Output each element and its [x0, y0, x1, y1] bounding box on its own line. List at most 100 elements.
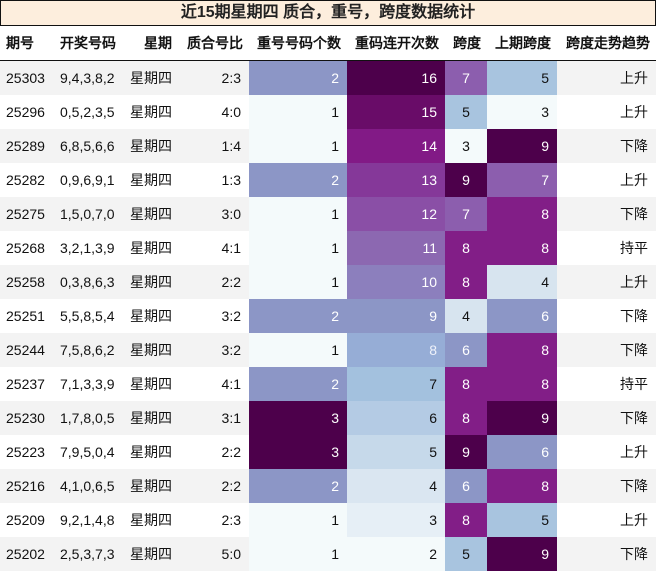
repeat-streak-cell: 11 — [347, 231, 445, 265]
table-row: 25282 0,9,6,9,1 星期四 1:3 2 13 9 7 上升 — [0, 163, 656, 197]
repeat-streak-cell: 12 — [347, 197, 445, 231]
ratio-cell: 3:2 — [178, 333, 249, 367]
repeat-count-cell: 1 — [249, 197, 347, 231]
repeat-count-cell: 2 — [249, 367, 347, 401]
repeat-streak-cell: 13 — [347, 163, 445, 197]
ratio-cell: 3:2 — [178, 299, 249, 333]
table-row: 25268 3,2,1,3,9 星期四 4:1 1 11 8 8 持平 — [0, 231, 656, 265]
numbers-cell: 0,9,6,9,1 — [54, 163, 124, 197]
table-title: 近15期星期四 质合，重号，跨度数据统计 — [0, 0, 656, 26]
trend-cell: 下降 — [557, 197, 656, 231]
weekday-cell: 星期四 — [124, 129, 178, 163]
span-cell: 4 — [445, 299, 487, 333]
col-header-prev-span: 上期跨度 — [487, 26, 557, 61]
ratio-cell: 1:4 — [178, 129, 249, 163]
weekday-cell: 星期四 — [124, 367, 178, 401]
trend-cell: 上升 — [557, 95, 656, 129]
repeat-streak-cell: 2 — [347, 537, 445, 571]
repeat-streak-cell: 4 — [347, 469, 445, 503]
trend-cell: 下降 — [557, 401, 656, 435]
repeat-streak-cell: 3 — [347, 503, 445, 537]
weekday-cell: 星期四 — [124, 197, 178, 231]
prev-span-cell: 9 — [487, 401, 557, 435]
table-row: 25216 4,1,0,6,5 星期四 2:2 2 4 6 8 下降 — [0, 469, 656, 503]
trend-cell: 下降 — [557, 129, 656, 163]
issue-cell: 25296 — [0, 95, 54, 129]
trend-cell: 上升 — [557, 163, 656, 197]
numbers-cell: 9,2,1,4,8 — [54, 503, 124, 537]
trend-cell: 上升 — [557, 60, 656, 95]
span-cell: 9 — [445, 163, 487, 197]
trend-cell: 持平 — [557, 231, 656, 265]
prev-span-cell: 9 — [487, 537, 557, 571]
prev-span-cell: 8 — [487, 197, 557, 231]
repeat-count-cell: 1 — [249, 129, 347, 163]
span-cell: 8 — [445, 265, 487, 299]
table-row: 25289 6,8,5,6,6 星期四 1:4 1 14 3 9 下降 — [0, 129, 656, 163]
numbers-cell: 9,4,3,8,2 — [54, 60, 124, 95]
table-row: 25244 7,5,8,6,2 星期四 3:2 1 8 6 8 下降 — [0, 333, 656, 367]
span-cell: 8 — [445, 401, 487, 435]
ratio-cell: 2:2 — [178, 265, 249, 299]
weekday-cell: 星期四 — [124, 503, 178, 537]
numbers-cell: 0,3,8,6,3 — [54, 265, 124, 299]
repeat-count-cell: 3 — [249, 401, 347, 435]
issue-cell: 25268 — [0, 231, 54, 265]
col-header-repeat-streak: 重码连开次数 — [347, 26, 445, 61]
repeat-streak-cell: 9 — [347, 299, 445, 333]
numbers-cell: 7,9,5,0,4 — [54, 435, 124, 469]
col-header-ratio: 质合号比 — [178, 26, 249, 61]
span-cell: 8 — [445, 503, 487, 537]
repeat-count-cell: 2 — [249, 299, 347, 333]
prev-span-cell: 7 — [487, 163, 557, 197]
prev-span-cell: 8 — [487, 367, 557, 401]
numbers-cell: 3,2,1,3,9 — [54, 231, 124, 265]
span-cell: 5 — [445, 537, 487, 571]
trend-cell: 持平 — [557, 367, 656, 401]
repeat-count-cell: 1 — [249, 537, 347, 571]
prev-span-cell: 8 — [487, 469, 557, 503]
trend-cell: 上升 — [557, 435, 656, 469]
ratio-cell: 4:1 — [178, 367, 249, 401]
weekday-cell: 星期四 — [124, 299, 178, 333]
table-row: 25202 2,5,3,7,3 星期四 5:0 1 2 5 9 下降 — [0, 537, 656, 571]
prev-span-cell: 9 — [487, 129, 557, 163]
span-cell: 3 — [445, 129, 487, 163]
repeat-streak-cell: 16 — [347, 60, 445, 95]
prev-span-cell: 6 — [487, 299, 557, 333]
span-cell: 9 — [445, 435, 487, 469]
prev-span-cell: 5 — [487, 503, 557, 537]
ratio-cell: 1:3 — [178, 163, 249, 197]
table-row: 25230 1,7,8,0,5 星期四 3:1 3 6 8 9 下降 — [0, 401, 656, 435]
numbers-cell: 7,1,3,3,9 — [54, 367, 124, 401]
ratio-cell: 3:0 — [178, 197, 249, 231]
table-row: 25251 5,5,8,5,4 星期四 3:2 2 9 4 6 下降 — [0, 299, 656, 333]
weekday-cell: 星期四 — [124, 435, 178, 469]
col-header-issue: 期号 — [0, 26, 54, 61]
weekday-cell: 星期四 — [124, 163, 178, 197]
issue-cell: 25237 — [0, 367, 54, 401]
col-header-repeat-count: 重号号码个数 — [249, 26, 347, 61]
ratio-cell: 2:3 — [178, 503, 249, 537]
issue-cell: 25216 — [0, 469, 54, 503]
issue-cell: 25258 — [0, 265, 54, 299]
trend-cell: 下降 — [557, 333, 656, 367]
issue-cell: 25289 — [0, 129, 54, 163]
span-cell: 6 — [445, 469, 487, 503]
header-row: 期号 开奖号码 星期 质合号比 重号号码个数 重码连开次数 跨度 上期跨度 跨度… — [0, 26, 656, 61]
trend-cell: 下降 — [557, 299, 656, 333]
repeat-count-cell: 2 — [249, 163, 347, 197]
numbers-cell: 2,5,3,7,3 — [54, 537, 124, 571]
repeat-count-cell: 1 — [249, 503, 347, 537]
stats-table: 期号 开奖号码 星期 质合号比 重号号码个数 重码连开次数 跨度 上期跨度 跨度… — [0, 26, 656, 571]
numbers-cell: 1,5,0,7,0 — [54, 197, 124, 231]
numbers-cell: 6,8,5,6,6 — [54, 129, 124, 163]
numbers-cell: 0,5,2,3,5 — [54, 95, 124, 129]
prev-span-cell: 4 — [487, 265, 557, 299]
repeat-count-cell: 1 — [249, 333, 347, 367]
table-body: 25303 9,4,3,8,2 星期四 2:3 2 16 7 5 上升 25296 0,5,2,3,… — [0, 60, 656, 571]
table-row: 25275 1,5,0,7,0 星期四 3:0 1 12 7 8 下降 — [0, 197, 656, 231]
span-cell: 7 — [445, 60, 487, 95]
table-row: 25223 7,9,5,0,4 星期四 2:2 3 5 9 6 上升 — [0, 435, 656, 469]
prev-span-cell: 8 — [487, 231, 557, 265]
